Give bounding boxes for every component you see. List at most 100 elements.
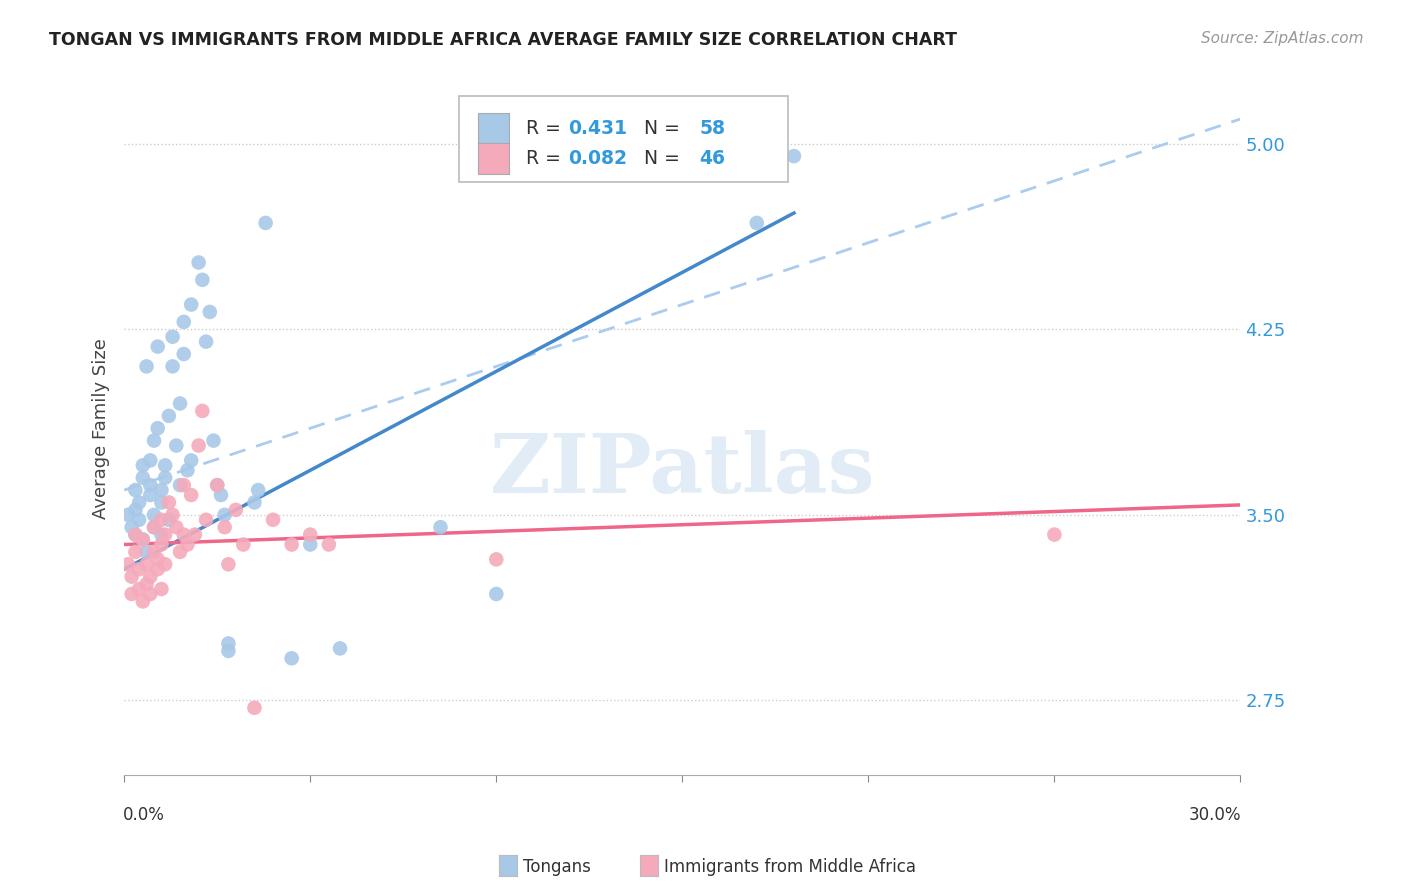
Point	[146, 421, 169, 435]
Text: R =: R =	[526, 119, 567, 137]
Point	[132, 533, 155, 547]
Point	[783, 149, 806, 163]
Point	[652, 166, 675, 180]
Point	[150, 582, 173, 596]
Point	[128, 562, 150, 576]
Point	[243, 700, 266, 714]
Point	[153, 527, 176, 541]
Point	[117, 558, 139, 572]
Point	[485, 552, 508, 566]
FancyBboxPatch shape	[478, 113, 509, 145]
Point	[187, 438, 209, 452]
Point	[173, 478, 195, 492]
Point	[157, 409, 180, 423]
Point	[139, 569, 162, 583]
Point	[124, 527, 146, 541]
Point	[162, 359, 184, 374]
Point	[429, 520, 451, 534]
Point	[180, 453, 202, 467]
Point	[191, 404, 214, 418]
Text: N =: N =	[633, 149, 686, 168]
Point	[153, 558, 176, 572]
Point	[146, 552, 169, 566]
Point	[150, 513, 173, 527]
Point	[232, 537, 254, 551]
Point	[318, 537, 340, 551]
Point	[124, 483, 146, 497]
Point	[146, 340, 169, 354]
Text: 46: 46	[699, 149, 725, 168]
Point	[280, 651, 302, 665]
Point	[165, 438, 187, 452]
Point	[195, 513, 218, 527]
Point	[173, 347, 195, 361]
Point	[150, 537, 173, 551]
Point	[198, 305, 221, 319]
Point	[225, 503, 247, 517]
Text: ZIPatlas: ZIPatlas	[489, 430, 875, 510]
Point	[173, 315, 195, 329]
Point	[180, 297, 202, 311]
Point	[745, 216, 768, 230]
Point	[143, 520, 166, 534]
Point	[150, 495, 173, 509]
Point	[280, 537, 302, 551]
Point	[169, 396, 191, 410]
Text: Immigrants from Middle Africa: Immigrants from Middle Africa	[664, 858, 915, 876]
Point	[128, 495, 150, 509]
Point	[143, 508, 166, 522]
FancyBboxPatch shape	[478, 143, 509, 174]
Point	[214, 508, 236, 522]
Text: 0.082: 0.082	[568, 149, 627, 168]
Point	[150, 483, 173, 497]
Point	[214, 520, 236, 534]
Text: 58: 58	[699, 119, 725, 137]
Point	[217, 636, 239, 650]
Text: R =: R =	[526, 149, 567, 168]
Y-axis label: Average Family Size: Average Family Size	[93, 338, 110, 518]
Point	[169, 478, 191, 492]
Point	[132, 471, 155, 485]
Point	[124, 527, 146, 541]
Text: Source: ZipAtlas.com: Source: ZipAtlas.com	[1201, 31, 1364, 46]
Point	[153, 471, 176, 485]
Point	[157, 495, 180, 509]
Point	[173, 527, 195, 541]
Point	[139, 478, 162, 492]
Point	[191, 273, 214, 287]
Point	[135, 545, 157, 559]
Point	[162, 329, 184, 343]
Point	[128, 513, 150, 527]
Point	[217, 644, 239, 658]
Point	[139, 453, 162, 467]
Point	[485, 587, 508, 601]
Point	[209, 488, 232, 502]
Point	[124, 545, 146, 559]
Point	[176, 463, 198, 477]
Point	[143, 520, 166, 534]
Point	[121, 569, 143, 583]
Point	[195, 334, 218, 349]
Point	[184, 527, 207, 541]
Point	[202, 434, 225, 448]
Point	[139, 587, 162, 601]
Point	[217, 558, 239, 572]
Point	[180, 488, 202, 502]
Point	[124, 503, 146, 517]
Point	[1043, 527, 1066, 541]
Point	[139, 488, 162, 502]
Point	[132, 594, 155, 608]
Point	[132, 533, 155, 547]
Point	[207, 478, 229, 492]
Point	[143, 434, 166, 448]
Point	[187, 255, 209, 269]
Point	[132, 458, 155, 473]
Point	[121, 520, 143, 534]
Point	[254, 216, 277, 230]
Text: TONGAN VS IMMIGRANTS FROM MIDDLE AFRICA AVERAGE FAMILY SIZE CORRELATION CHART: TONGAN VS IMMIGRANTS FROM MIDDLE AFRICA …	[49, 31, 957, 49]
Text: N =: N =	[633, 119, 686, 137]
Point	[329, 641, 352, 656]
Point	[162, 508, 184, 522]
Point	[153, 458, 176, 473]
Text: Tongans: Tongans	[523, 858, 591, 876]
